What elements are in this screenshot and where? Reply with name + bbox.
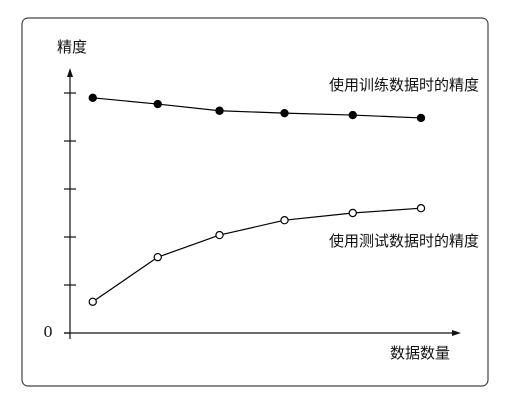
data-point — [215, 106, 224, 115]
y-axis-label: 精度 — [57, 38, 87, 56]
data-point — [416, 113, 426, 123]
data-point — [416, 203, 426, 213]
series-label: 使用训练数据时的精度 — [329, 76, 479, 94]
series-line — [92, 97, 422, 119]
series-label: 使用测试数据时的精度 — [329, 232, 479, 250]
data-point — [153, 252, 162, 262]
data-point — [280, 215, 289, 225]
data-point — [88, 297, 97, 306]
data-point — [88, 93, 97, 103]
y-tick-label: 0 — [43, 323, 53, 341]
data-point — [153, 99, 162, 109]
data-point — [348, 110, 357, 120]
frame — [21, 17, 489, 387]
data-point — [215, 230, 224, 240]
data-point — [348, 208, 357, 218]
x-axis-label: 数据数量 — [390, 344, 450, 362]
series-line — [92, 207, 422, 303]
x-axis-arrow — [452, 330, 461, 336]
y-axis-arrow — [67, 68, 73, 77]
data-point — [280, 108, 289, 118]
